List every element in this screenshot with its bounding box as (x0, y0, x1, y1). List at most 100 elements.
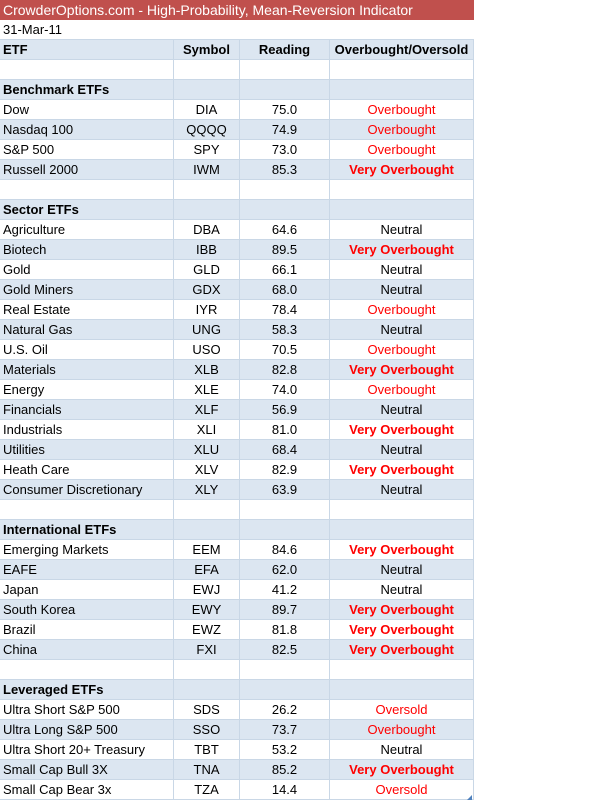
etf-symbol: GDX (174, 280, 240, 299)
etf-name: Gold (0, 260, 174, 279)
empty-cell (0, 60, 174, 79)
etf-name: Utilities (0, 440, 174, 459)
empty-cell (330, 200, 474, 219)
etf-reading: 62.0 (240, 560, 330, 579)
status-label: Neutral (330, 260, 474, 279)
empty-cell (174, 680, 240, 699)
etf-symbol: EFA (174, 560, 240, 579)
etf-reading: 89.7 (240, 600, 330, 619)
table-row: China FXI 82.5 Very Overbought (0, 640, 474, 660)
column-header-row: ETF Symbol Reading Overbought/Oversold (0, 40, 474, 60)
empty-cell (174, 80, 240, 99)
empty-cell (240, 500, 330, 519)
table-row: S&P 500 SPY 73.0 Overbought (0, 140, 474, 160)
table-row: Small Cap Bull 3X TNA 85.2 Very Overbought (0, 760, 474, 780)
etf-symbol: TBT (174, 740, 240, 759)
etf-symbol: FXI (174, 640, 240, 659)
etf-symbol: EEM (174, 540, 240, 559)
header-reading: Reading (240, 40, 330, 59)
etf-reading: 70.5 (240, 340, 330, 359)
etf-symbol: IWM (174, 160, 240, 179)
table-row: U.S. Oil USO 70.5 Overbought (0, 340, 474, 360)
etf-symbol: SSO (174, 720, 240, 739)
etf-symbol: USO (174, 340, 240, 359)
empty-cell (240, 660, 330, 679)
etf-name: Real Estate (0, 300, 174, 319)
etf-symbol: IYR (174, 300, 240, 319)
etf-name: Nasdaq 100 (0, 120, 174, 139)
status-label: Oversold (330, 780, 474, 799)
status-label: Neutral (330, 280, 474, 299)
empty-cell (240, 200, 330, 219)
etf-reading: 81.8 (240, 620, 330, 639)
etf-symbol: XLU (174, 440, 240, 459)
etf-name: Energy (0, 380, 174, 399)
empty-cell (330, 660, 474, 679)
etf-name: Natural Gas (0, 320, 174, 339)
etf-symbol: DIA (174, 100, 240, 119)
status-label: Very Overbought (330, 640, 474, 659)
table-body: Benchmark ETFs Dow DIA 75.0 Overbought Nasdaq… (0, 60, 474, 800)
empty-cell (174, 660, 240, 679)
etf-reading: 73.0 (240, 140, 330, 159)
etf-reading: 66.1 (240, 260, 330, 279)
etf-name: S&P 500 (0, 140, 174, 159)
etf-reading: 74.0 (240, 380, 330, 399)
status-label: Very Overbought (330, 460, 474, 479)
status-label: Very Overbought (330, 760, 474, 779)
status-label: Overbought (330, 140, 474, 159)
etf-reading: 68.4 (240, 440, 330, 459)
etf-symbol: DBA (174, 220, 240, 239)
etf-name: Agriculture (0, 220, 174, 239)
empty-cell (0, 180, 174, 199)
etf-symbol: TZA (174, 780, 240, 799)
section-header-row: Leveraged ETFs (0, 680, 474, 700)
etf-name: Ultra Short 20+ Treasury (0, 740, 174, 759)
header-status: Overbought/Oversold (330, 40, 474, 59)
table-row: Financials XLF 56.9 Neutral (0, 400, 474, 420)
table-row: Ultra Short 20+ Treasury TBT 53.2 Neutral (0, 740, 474, 760)
status-label: Neutral (330, 560, 474, 579)
section-title: Sector ETFs (0, 200, 174, 219)
etf-symbol: EWY (174, 600, 240, 619)
etf-reading: 82.8 (240, 360, 330, 379)
empty-cell (174, 200, 240, 219)
etf-symbol: XLI (174, 420, 240, 439)
etf-name: Consumer Discretionary (0, 480, 174, 499)
etf-name: Industrials (0, 420, 174, 439)
etf-symbol: SPY (174, 140, 240, 159)
status-label: Neutral (330, 440, 474, 459)
etf-reading: 85.2 (240, 760, 330, 779)
etf-symbol: XLV (174, 460, 240, 479)
etf-name: Ultra Long S&P 500 (0, 720, 174, 739)
etf-reading: 82.9 (240, 460, 330, 479)
status-label: Neutral (330, 320, 474, 339)
table-row: Russell 2000 IWM 85.3 Very Overbought (0, 160, 474, 180)
table-row: Heath Care XLV 82.9 Very Overbought (0, 460, 474, 480)
etf-name: Biotech (0, 240, 174, 259)
status-label: Neutral (330, 740, 474, 759)
empty-cell (240, 80, 330, 99)
table-row: Ultra Short S&P 500 SDS 26.2 Oversold (0, 700, 474, 720)
section-header-row: Sector ETFs (0, 200, 474, 220)
etf-reading: 81.0 (240, 420, 330, 439)
etf-symbol: EWJ (174, 580, 240, 599)
status-label: Overbought (330, 120, 474, 139)
status-label: Overbought (330, 720, 474, 739)
empty-cell (240, 180, 330, 199)
empty-cell (330, 180, 474, 199)
spacer-row (0, 660, 474, 680)
table-row: Energy XLE 74.0 Overbought (0, 380, 474, 400)
status-label: Neutral (330, 480, 474, 499)
status-label: Very Overbought (330, 620, 474, 639)
etf-symbol: XLF (174, 400, 240, 419)
empty-cell (174, 520, 240, 539)
table-row: Brazil EWZ 81.8 Very Overbought (0, 620, 474, 640)
etf-name: Emerging Markets (0, 540, 174, 559)
sheet-title: CrowderOptions.com - High-Probability, M… (0, 0, 474, 20)
etf-reading: 78.4 (240, 300, 330, 319)
empty-cell (174, 60, 240, 79)
table-row: Biotech IBB 89.5 Very Overbought (0, 240, 474, 260)
etf-name: Small Cap Bull 3X (0, 760, 174, 779)
etf-reading: 14.4 (240, 780, 330, 799)
